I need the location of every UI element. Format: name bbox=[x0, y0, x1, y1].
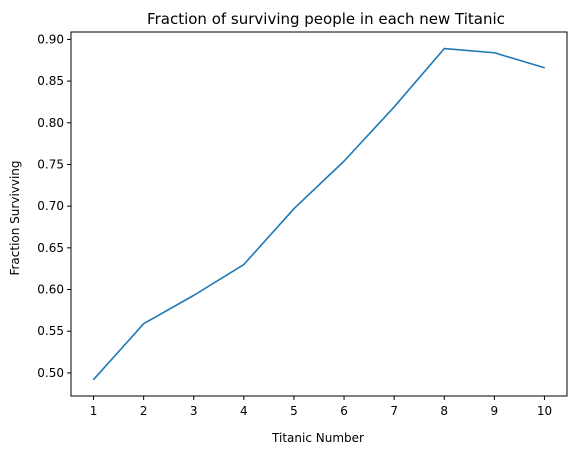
y-tick-label: 0.60 bbox=[37, 283, 64, 297]
data-point bbox=[243, 264, 245, 266]
data-point bbox=[93, 379, 95, 381]
y-tick-label: 0.90 bbox=[37, 32, 64, 46]
y-axis-label: Fraction Survivving bbox=[8, 160, 22, 275]
chart-title: Fraction of surviving people in each new… bbox=[147, 10, 505, 28]
x-tick-label: 9 bbox=[491, 404, 499, 418]
x-axis-label: Titanic Number bbox=[271, 431, 364, 445]
data-point bbox=[543, 67, 545, 69]
x-tick-label: 10 bbox=[537, 404, 552, 418]
y-tick-label: 0.65 bbox=[37, 241, 64, 255]
data-point bbox=[393, 106, 395, 108]
y-tick-label: 0.55 bbox=[37, 324, 64, 338]
data-point bbox=[443, 48, 445, 50]
x-axis-ticks: 1 2 3 4 5 6 7 8 9 10 bbox=[90, 396, 552, 418]
y-tick-label: 0.85 bbox=[37, 74, 64, 88]
x-tick-label: 7 bbox=[390, 404, 398, 418]
data-point bbox=[343, 160, 345, 162]
x-tick-label: 6 bbox=[340, 404, 348, 418]
x-tick-label: 1 bbox=[90, 404, 98, 418]
y-axis-ticks: 0.50 0.55 0.60 0.65 0.70 0.75 0.80 0.85 0.90 bbox=[37, 32, 71, 380]
x-tick-label: 2 bbox=[140, 404, 148, 418]
y-tick-label: 0.80 bbox=[37, 116, 64, 130]
y-tick-label: 0.75 bbox=[37, 157, 64, 171]
series-line bbox=[92, 47, 545, 381]
y-tick-label: 0.70 bbox=[37, 199, 64, 213]
data-point bbox=[193, 294, 195, 296]
plot-series bbox=[92, 47, 545, 381]
x-tick-label: 3 bbox=[190, 404, 198, 418]
data-point bbox=[293, 208, 295, 210]
x-tick-label: 5 bbox=[290, 404, 298, 418]
x-tick-label: 4 bbox=[240, 404, 248, 418]
data-point bbox=[493, 52, 495, 54]
x-tick-label: 8 bbox=[440, 404, 448, 418]
data-point bbox=[143, 323, 145, 325]
plot-frame bbox=[70, 31, 568, 397]
y-tick-label: 0.50 bbox=[37, 366, 64, 380]
